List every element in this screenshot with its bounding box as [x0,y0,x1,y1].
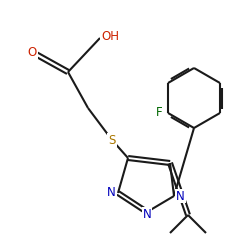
Text: F: F [155,106,162,120]
Text: S: S [108,134,116,146]
Text: N: N [176,190,185,202]
Text: N: N [107,186,116,200]
Text: N: N [143,208,151,220]
Text: O: O [27,46,37,59]
Text: OH: OH [101,30,119,44]
